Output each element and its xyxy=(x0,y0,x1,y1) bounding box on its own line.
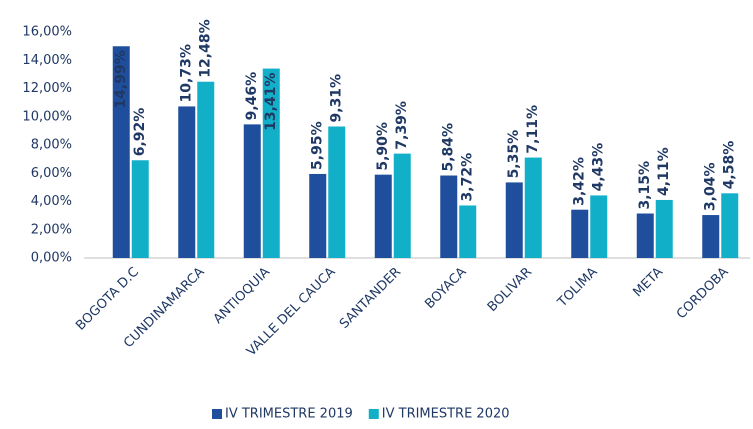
value-label: 3,15% xyxy=(637,161,653,210)
bar xyxy=(440,175,458,258)
legend-swatch xyxy=(212,409,222,419)
y-tick-label: 10,00% xyxy=(22,109,72,124)
value-label: 14,99% xyxy=(113,50,129,108)
bar xyxy=(262,68,280,259)
value-label: 4,58% xyxy=(722,141,738,190)
value-label: 10,73% xyxy=(179,44,195,102)
x-tick-label: BOLIVAR xyxy=(485,265,535,315)
value-label: 9,46% xyxy=(244,72,260,121)
value-label: 4,43% xyxy=(591,143,607,192)
value-label: 13,41% xyxy=(263,73,279,131)
bar xyxy=(702,215,720,258)
x-tick-label: BOGOTA D.C xyxy=(73,265,142,334)
value-label: 3,04% xyxy=(703,162,719,211)
bar xyxy=(131,160,149,258)
x-tick-label: TOLIMA xyxy=(554,265,600,311)
value-label: 4,11% xyxy=(656,147,672,196)
x-tick-label: ANTIOQUIA xyxy=(211,265,273,327)
bar xyxy=(197,81,215,258)
value-label: 6,92% xyxy=(132,108,148,157)
bar xyxy=(571,209,589,258)
bar xyxy=(309,173,327,258)
value-label: 5,35% xyxy=(506,130,522,179)
value-label: 5,90% xyxy=(375,122,391,171)
y-tick-label: 8,00% xyxy=(31,138,72,153)
legend-swatch xyxy=(368,409,379,419)
bar xyxy=(393,153,411,258)
bar xyxy=(636,213,654,258)
value-label: 12,48% xyxy=(198,19,214,77)
y-tick-label: 4,00% xyxy=(31,194,72,209)
value-label: 7,11% xyxy=(525,105,541,154)
value-label: 3,42% xyxy=(572,157,588,206)
bar xyxy=(243,124,261,258)
bar xyxy=(524,157,542,258)
y-tick-label: 2,00% xyxy=(31,222,72,237)
bar xyxy=(112,46,130,258)
bar xyxy=(328,126,346,258)
y-tick-label: 12,00% xyxy=(22,81,72,96)
bar xyxy=(721,193,739,258)
x-tick-label: SANTANDER xyxy=(337,265,404,332)
y-tick-label: 14,00% xyxy=(22,53,72,68)
y-tick-label: 6,00% xyxy=(31,166,72,181)
value-label: 5,95% xyxy=(310,121,326,170)
legend-label: IV TRIMESTRE 2019 xyxy=(225,407,353,422)
x-tick-label: CORDOBA xyxy=(674,265,732,323)
bar xyxy=(374,174,392,258)
value-label: 9,31% xyxy=(329,74,345,123)
y-tick-label: 0,00% xyxy=(31,251,72,266)
x-tick-label: BOYACA xyxy=(422,265,469,312)
legend-label: IV TRIMESTRE 2020 xyxy=(382,407,510,422)
bar xyxy=(590,195,608,258)
bar xyxy=(459,205,477,258)
value-label: 5,84% xyxy=(441,123,457,172)
y-tick-label: 16,00% xyxy=(22,25,72,40)
value-label: 7,39% xyxy=(394,101,410,150)
bar xyxy=(655,199,673,258)
bar xyxy=(505,182,523,258)
value-label: 3,72% xyxy=(460,153,476,202)
x-tick-label: META xyxy=(631,265,667,301)
bar xyxy=(178,106,196,258)
